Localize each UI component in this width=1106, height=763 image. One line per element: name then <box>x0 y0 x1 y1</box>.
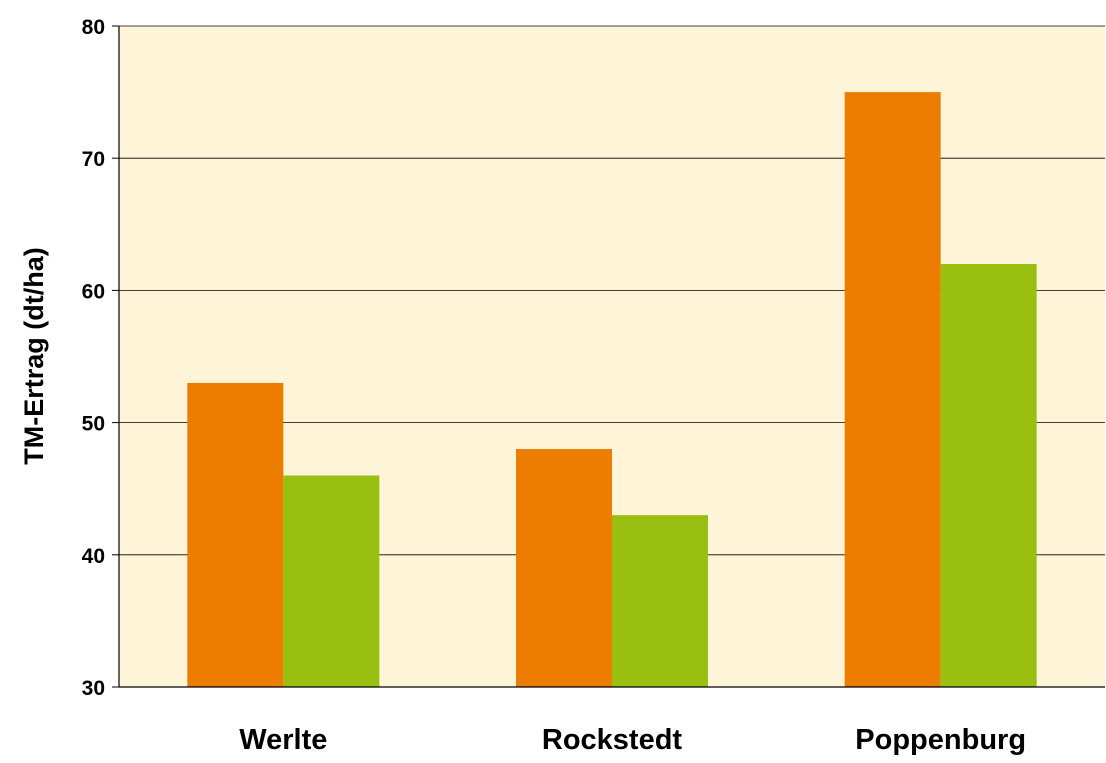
axes <box>118 26 1105 688</box>
bar-rockstedt-series-1 <box>516 449 612 687</box>
x-tick-labels: Werlte Rockstedt Poppenburg <box>239 724 1026 756</box>
y-tick-label: 50 <box>82 413 105 436</box>
y-tick-label: 30 <box>82 677 105 700</box>
x-tick-label: Poppenburg <box>855 724 1026 756</box>
bar-rockstedt-series-2 <box>612 515 708 687</box>
y-axis-label: TM-Ertrag (dt/ha) <box>19 247 49 464</box>
x-tick-label: Rockstedt <box>542 724 683 756</box>
bar-poppenburg-series-2 <box>940 263 1037 687</box>
bar-werlte-series-2 <box>283 475 380 687</box>
y-tick-label: 40 <box>82 545 105 568</box>
y-tick-label: 60 <box>82 280 105 303</box>
y-tick-labels: 30 40 50 60 70 80 <box>82 16 105 700</box>
bar-poppenburg-series-1 <box>844 92 941 688</box>
x-tick-label: Werlte <box>239 724 327 756</box>
bar-werlte-series-1 <box>187 382 284 687</box>
y-tick-label: 70 <box>82 148 105 171</box>
y-tick-label: 80 <box>82 16 105 39</box>
bars <box>187 92 1037 688</box>
